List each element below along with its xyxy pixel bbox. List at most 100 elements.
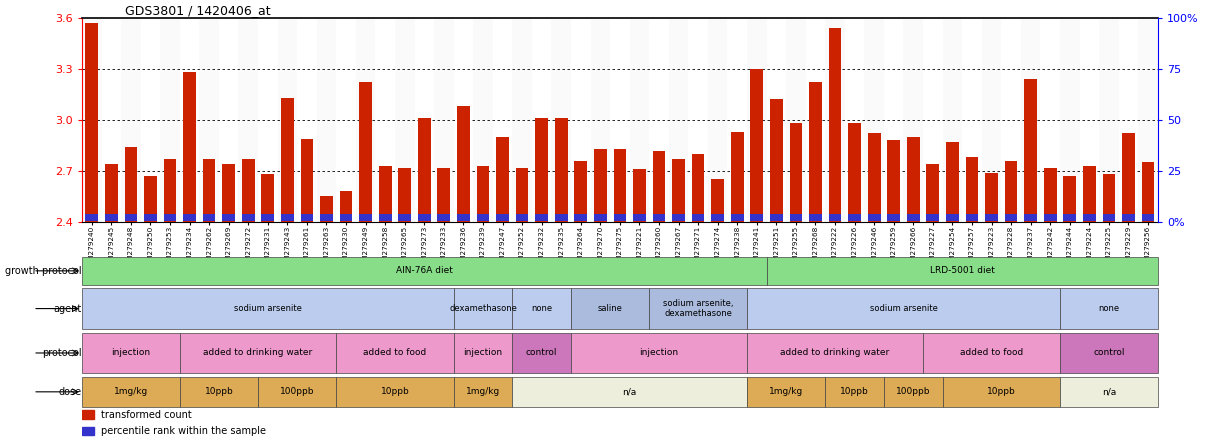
Text: LRD-5001 diet: LRD-5001 diet [930, 266, 995, 275]
Bar [923, 18, 943, 222]
Text: sodium arsenite,
dexamethasone: sodium arsenite, dexamethasone [663, 299, 733, 318]
Bar [82, 410, 94, 419]
Bar [160, 18, 180, 222]
Text: 100ppb: 100ppb [280, 387, 315, 396]
FancyBboxPatch shape [570, 333, 747, 373]
Bar [712, 179, 724, 222]
Text: AIN-76A diet: AIN-76A diet [396, 266, 452, 275]
Bar [633, 214, 645, 221]
Bar [281, 98, 294, 222]
Bar [767, 18, 786, 222]
Bar [262, 214, 274, 221]
Bar [708, 18, 727, 222]
Bar [535, 214, 548, 221]
Text: saline: saline [598, 304, 622, 313]
Text: added to food: added to food [960, 349, 1023, 357]
Bar [415, 18, 434, 222]
Text: sodium arsenite: sodium arsenite [234, 304, 302, 313]
Bar [809, 214, 821, 221]
Bar [105, 164, 118, 222]
Bar [320, 197, 333, 222]
Bar [865, 18, 884, 222]
Bar [101, 18, 121, 222]
Bar [300, 214, 314, 221]
Bar [1099, 18, 1119, 222]
Text: injection: injection [639, 349, 679, 357]
Bar [340, 214, 352, 221]
Bar [1122, 214, 1135, 221]
Bar [222, 164, 235, 222]
Bar [1005, 214, 1018, 221]
FancyBboxPatch shape [180, 377, 258, 407]
Bar [790, 123, 802, 222]
FancyBboxPatch shape [570, 288, 649, 329]
Text: transformed count: transformed count [101, 409, 192, 420]
FancyBboxPatch shape [884, 377, 943, 407]
FancyBboxPatch shape [1060, 333, 1158, 373]
Bar [962, 18, 982, 222]
Bar [1102, 174, 1116, 222]
FancyBboxPatch shape [453, 288, 513, 329]
Bar [672, 159, 685, 222]
Bar [888, 214, 900, 221]
Bar [379, 214, 392, 221]
Text: percentile rank within the sample: percentile rank within the sample [101, 426, 267, 436]
Text: 1mg/kg: 1mg/kg [113, 387, 148, 396]
Text: dexamethasone: dexamethasone [449, 304, 517, 313]
FancyBboxPatch shape [453, 333, 513, 373]
Bar [516, 214, 528, 221]
Bar [610, 18, 630, 222]
FancyBboxPatch shape [258, 377, 336, 407]
FancyBboxPatch shape [82, 288, 453, 329]
Bar [790, 214, 802, 221]
Bar [692, 154, 704, 222]
Bar [614, 149, 626, 222]
FancyBboxPatch shape [747, 288, 1060, 329]
Bar [183, 72, 195, 222]
Bar [595, 149, 607, 222]
FancyBboxPatch shape [336, 333, 453, 373]
Bar [669, 18, 689, 222]
Bar [1064, 176, 1076, 222]
Text: added to food: added to food [363, 349, 427, 357]
Bar [848, 123, 861, 222]
Bar [1138, 18, 1158, 222]
Bar [219, 18, 239, 222]
Bar [907, 137, 920, 222]
Bar [868, 134, 880, 222]
Bar [633, 169, 645, 222]
Bar [124, 147, 137, 222]
Bar [82, 427, 94, 436]
Bar [652, 151, 666, 222]
FancyBboxPatch shape [513, 333, 570, 373]
Bar [1024, 79, 1037, 222]
Bar [926, 164, 939, 222]
Bar [829, 28, 842, 222]
Bar [438, 167, 450, 222]
Bar [985, 173, 997, 222]
Text: 1mg/kg: 1mg/kg [466, 387, 500, 396]
Text: 10ppb: 10ppb [987, 387, 1015, 396]
Bar [806, 18, 825, 222]
Text: injection: injection [463, 349, 503, 357]
FancyBboxPatch shape [649, 288, 747, 329]
Bar [144, 214, 157, 221]
Text: GDS3801 / 1420406_at: GDS3801 / 1420406_at [125, 4, 270, 16]
Bar [457, 106, 470, 222]
Bar [281, 214, 294, 221]
Text: dose: dose [59, 387, 82, 397]
Bar [926, 214, 939, 221]
Bar [199, 18, 219, 222]
FancyBboxPatch shape [1060, 377, 1158, 407]
Text: 10ppb: 10ppb [205, 387, 233, 396]
Bar [570, 18, 591, 222]
Bar [164, 214, 176, 221]
Bar [535, 118, 548, 222]
Bar [496, 214, 509, 221]
FancyBboxPatch shape [82, 333, 180, 373]
Bar [375, 18, 394, 222]
Bar [317, 18, 336, 222]
Bar [164, 159, 176, 222]
Bar [591, 18, 610, 222]
FancyBboxPatch shape [923, 333, 1060, 373]
